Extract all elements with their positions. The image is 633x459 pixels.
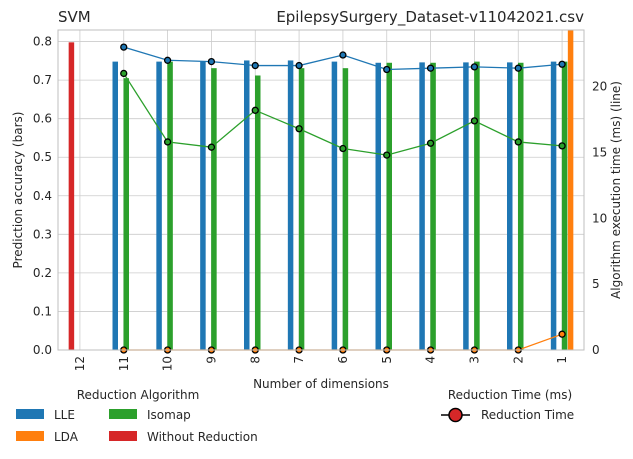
bar-lle-9	[200, 61, 206, 351]
y-tick-left-label: 0.0	[33, 343, 52, 357]
x-tick-label: 10	[161, 356, 175, 371]
bar-isomap-11	[123, 78, 129, 350]
bar-lle-11	[112, 61, 118, 351]
legend: Reduction Algorithm LLE LDA Isomap Witho…	[16, 388, 574, 444]
legend-label-without-reduction: Without Reduction	[147, 430, 258, 444]
y-tick-right-label: 20	[592, 80, 607, 94]
x-axis-label: Number of dimensions	[253, 377, 389, 391]
y-tick-left-label: 0.5	[33, 150, 52, 164]
y-tick-right-label: 15	[592, 145, 607, 159]
x-tick-label: 4	[424, 356, 438, 364]
y-axis-right-ticks: 0 5 10 15 20	[592, 80, 607, 357]
y-tick-right-label: 0	[592, 343, 600, 357]
point-isomap-2	[514, 138, 522, 146]
y-tick-right-label: 5	[592, 277, 600, 291]
bar-isomap-10	[167, 61, 173, 351]
chart-title-left: SVM	[58, 8, 91, 26]
grid	[58, 30, 584, 351]
y-tick-left-label: 0.8	[33, 35, 52, 49]
bar-isomap-6	[342, 68, 349, 351]
chart-title-right: EpilepsySurgery_Dataset-v11042021.csv	[276, 8, 584, 27]
bars	[68, 30, 574, 351]
legend-swatch-isomap	[109, 409, 137, 419]
x-tick-label: 1	[555, 356, 569, 364]
legend-time-label: Reduction Time	[481, 408, 574, 422]
bar-lle-3	[463, 62, 469, 350]
y-axis-right-label: Algorithm execution time (ms) (line)	[609, 81, 623, 299]
y-axis-left-ticks: 0.0 0.1 0.2 0.3 0.4 0.5 0.6 0.7 0.8	[33, 35, 52, 357]
bar-lle-4	[419, 62, 425, 350]
point-isomap-10	[163, 138, 172, 146]
bar-isomap-4	[430, 62, 436, 350]
legend-swatch-without-reduction	[109, 431, 137, 441]
bar-lle-2	[507, 62, 513, 350]
legend-label-isomap: Isomap	[147, 408, 191, 422]
point-isomap-1	[558, 142, 566, 150]
bar-lda-1	[567, 30, 574, 350]
bar-isomap-8	[255, 75, 261, 351]
bar-isomap-1	[561, 61, 568, 351]
point-isomap-8	[251, 106, 259, 114]
point-lle-3	[470, 63, 479, 71]
bar-lle-6	[331, 61, 338, 351]
point-lle-8	[251, 61, 259, 70]
x-tick-label: 7	[292, 356, 306, 364]
point-lle-2	[514, 64, 522, 72]
legend-algo-title: Reduction Algorithm	[77, 388, 200, 402]
plot-frame	[57, 29, 585, 351]
point-lda-1	[558, 330, 566, 338]
y-tick-left-label: 0.4	[33, 189, 52, 203]
x-tick-label: 11	[117, 356, 131, 371]
point-lle-1	[558, 60, 566, 68]
legend-label-lda: LDA	[54, 430, 79, 444]
bar-isomap-9	[211, 68, 217, 351]
legend-swatch-lle	[16, 409, 44, 419]
x-tick-label: 8	[248, 356, 262, 364]
y-tick-right-label: 10	[592, 211, 607, 225]
y-tick-left-label: 0.2	[33, 266, 52, 280]
point-lle-6	[339, 51, 347, 59]
bar-isomap-5	[386, 62, 392, 350]
x-tick-label: 2	[511, 356, 525, 364]
point-isomap-11	[120, 69, 128, 78]
bar-without-reduction-12	[68, 42, 75, 351]
point-lle-7	[295, 61, 303, 70]
y-tick-left-label: 0.6	[33, 112, 52, 126]
y-tick-left-label: 0.3	[33, 227, 52, 241]
bar-lle-8	[244, 60, 250, 351]
bar-isomap-3	[474, 61, 480, 351]
bar-lle-1	[550, 61, 557, 351]
plot-border	[57, 29, 585, 351]
legend-time-title: Reduction Time (ms)	[448, 388, 572, 402]
point-isomap-7	[295, 125, 303, 133]
x-tick-label: 9	[204, 356, 218, 364]
y-axis-left-label: Prediction accuracy (bars)	[11, 112, 25, 269]
bar-lle-5	[375, 62, 381, 350]
point-lle-5	[383, 65, 391, 74]
x-tick-label: 5	[380, 356, 394, 364]
point-lle-10	[163, 56, 172, 64]
legend-swatch-lda	[16, 431, 44, 441]
y-tick-left-label: 0.1	[33, 304, 52, 318]
x-tick-label: 3	[467, 356, 481, 364]
x-tick-label: 12	[73, 356, 87, 371]
point-lle-4	[426, 64, 435, 72]
legend-label-lle: LLE	[54, 408, 75, 422]
x-axis-ticks: 12 11 10 9 8 7 6 5 4 3 2 1	[73, 356, 569, 371]
bar-isomap-2	[518, 62, 524, 350]
point-isomap-9	[207, 143, 216, 151]
y-tick-left-label: 0.7	[33, 73, 52, 87]
point-isomap-6	[339, 144, 347, 153]
point-lle-11	[120, 43, 128, 51]
point-isomap-4	[426, 139, 435, 147]
bar-lle-10	[156, 61, 162, 351]
point-isomap-3	[470, 117, 479, 125]
point-isomap-5	[383, 151, 391, 159]
bar-isomap-7	[298, 68, 305, 351]
x-tick-label: 6	[336, 356, 350, 364]
bar-lle-7	[287, 60, 294, 351]
point-lle-9	[207, 57, 216, 66]
legend-time-marker	[448, 407, 463, 423]
